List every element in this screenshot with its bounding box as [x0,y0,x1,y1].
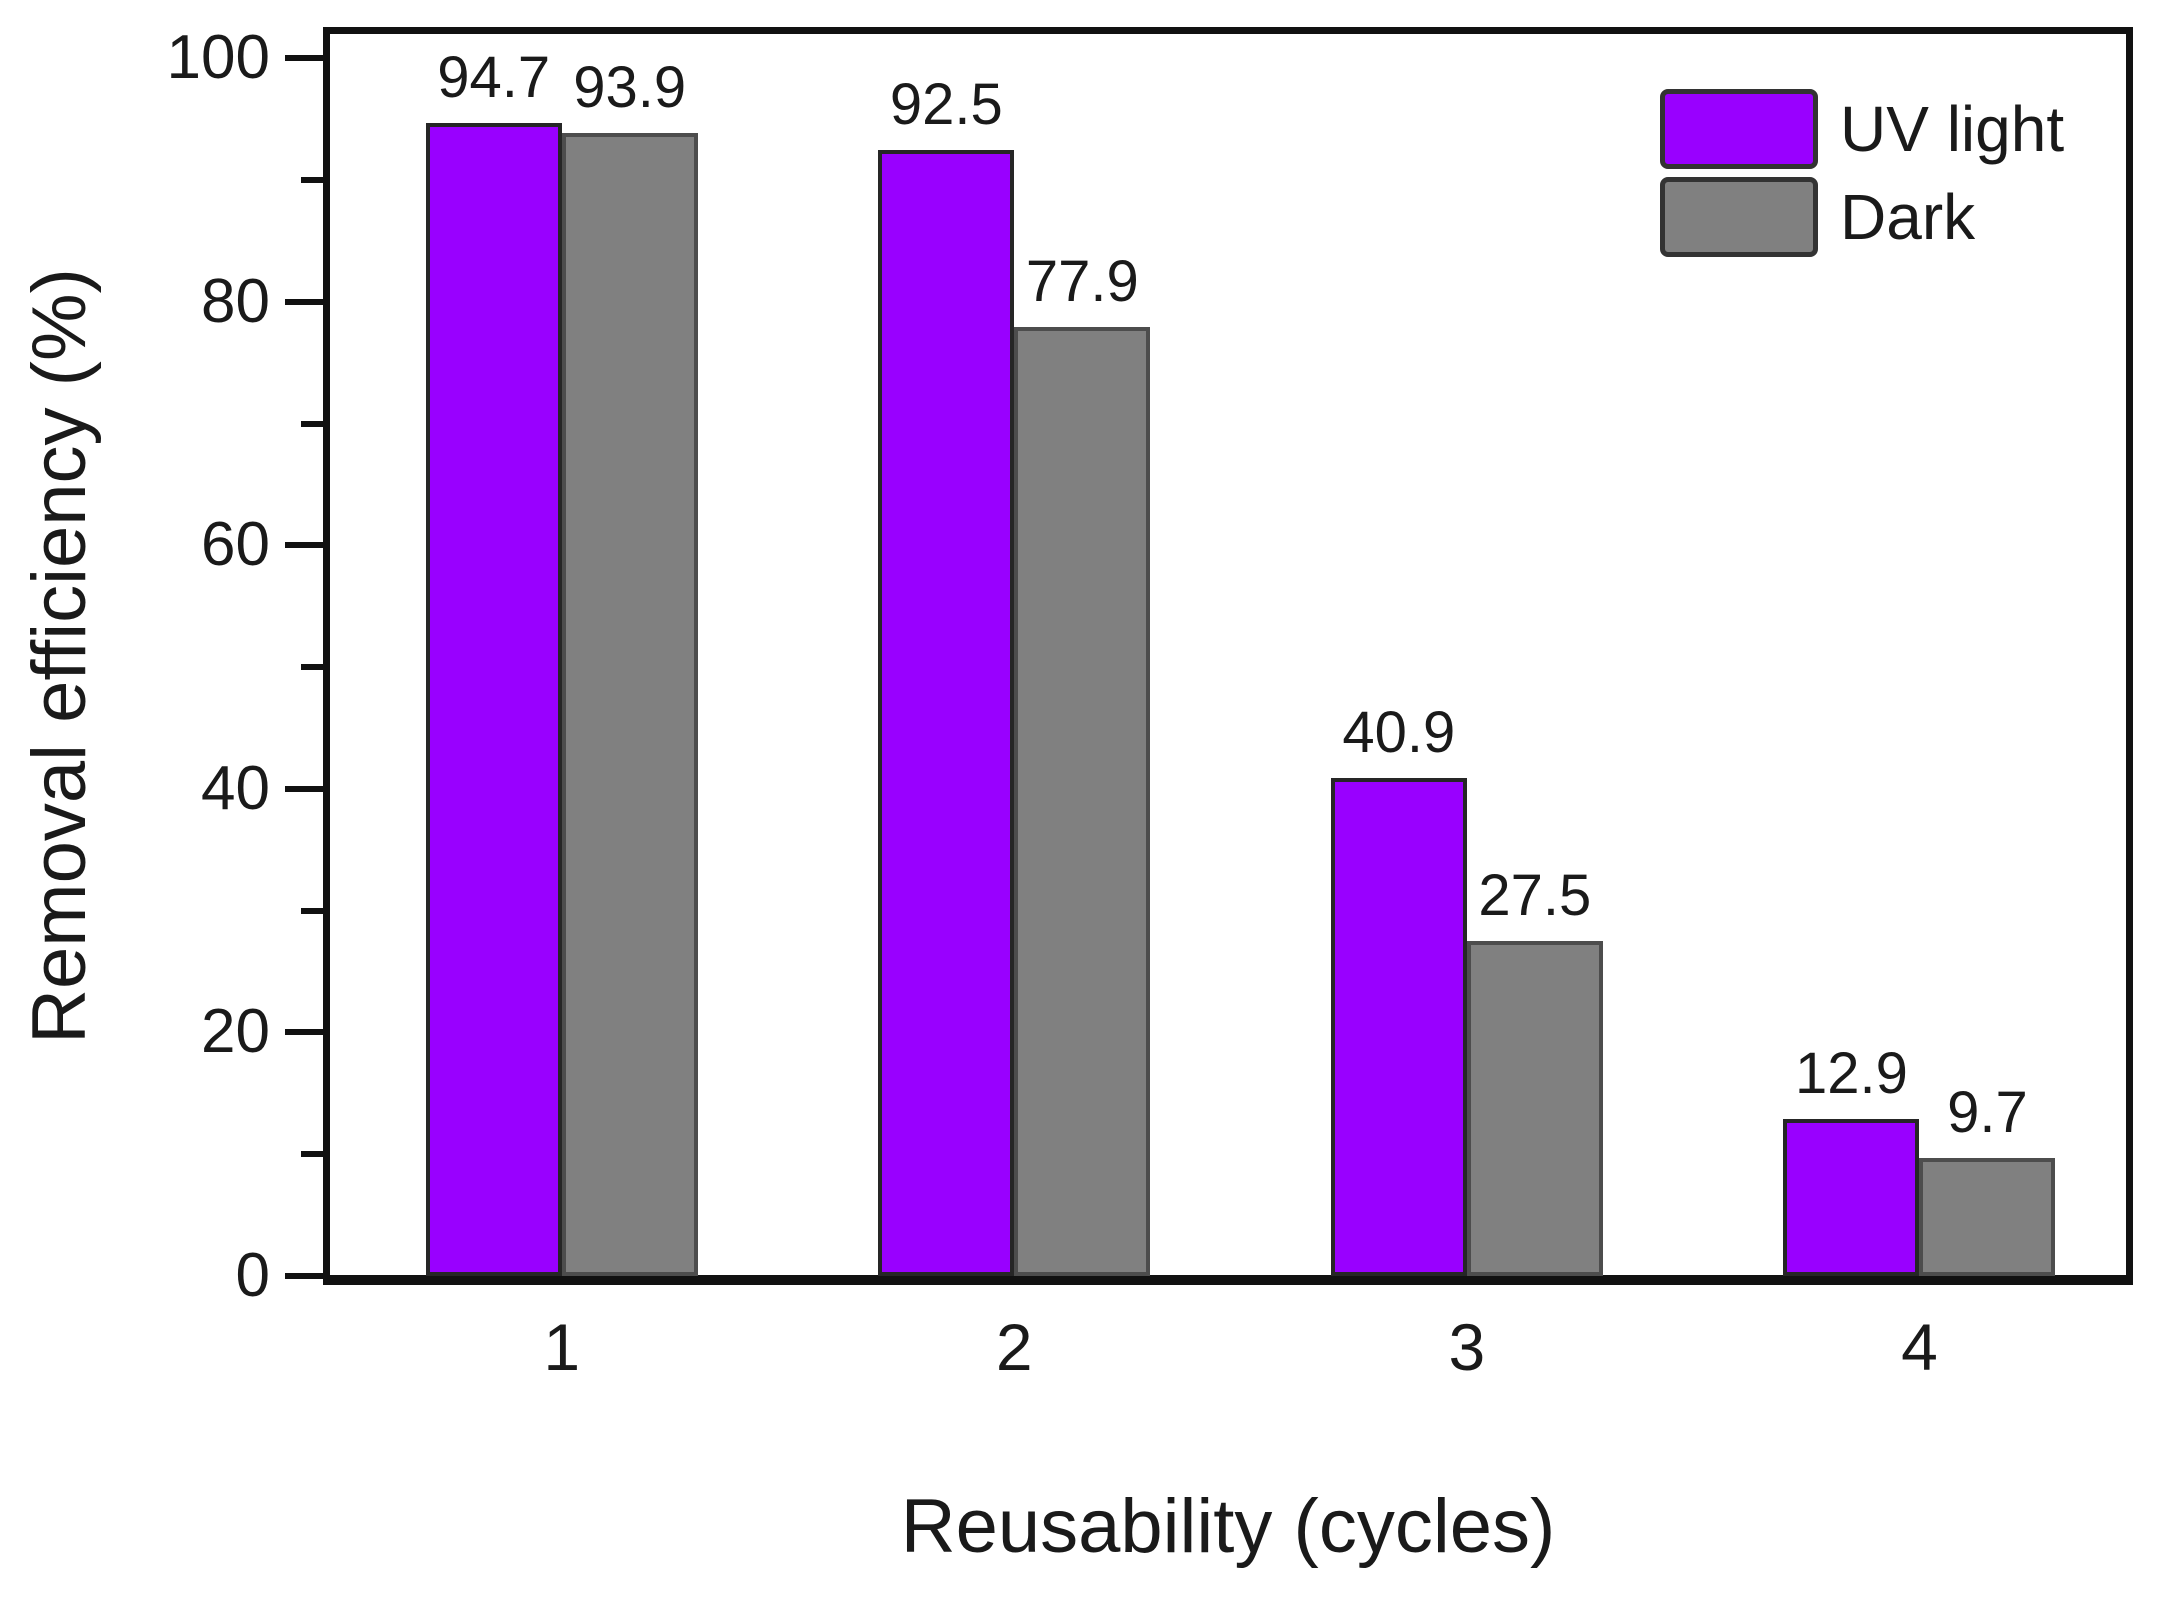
legend-label-dark: Dark [1840,181,1976,253]
legend-swatch-dark [1660,177,1818,257]
y-tick-minor [301,907,323,914]
bar-dark-cycle-3 [1466,941,1603,1276]
legend-row-dark: Dark [1660,173,2064,261]
x-tick-label-4: 4 [1901,1310,1938,1384]
value-label-dark-cycle-2: 77.9 [1025,249,1139,315]
bar-uv-light-cycle-1 [425,122,562,1276]
y-tick-major [285,298,323,305]
x-tick-label-1: 1 [543,1310,581,1384]
y-tick-major [285,542,323,549]
value-label-uv-light-cycle-4: 12.9 [1795,1040,1908,1106]
y-axis-title: Removal efficiency (%) [17,268,102,1044]
y-tick-label: 60 [201,510,270,580]
y-tick-minor [301,664,323,671]
y-tick-label: 40 [201,753,270,823]
value-label-uv-light-cycle-2: 92.5 [889,71,1003,137]
y-tick-label: 100 [166,23,270,93]
y-tick-major [285,55,323,62]
value-label-uv-light-cycle-3: 40.9 [1342,699,1456,765]
legend: UV light Dark [1660,85,2064,261]
bar-dark-cycle-1 [561,132,698,1276]
y-tick-minor [301,1151,323,1158]
legend-swatch-uv-light [1660,89,1818,169]
x-tick-label-2: 2 [995,1310,1033,1384]
value-label-dark-cycle-3: 27.5 [1478,863,1592,929]
bar-uv-light-cycle-3 [1330,777,1467,1276]
legend-row-uv-light: UV light [1660,85,2064,173]
y-tick-minor [301,420,323,427]
y-tick-major [285,1273,323,1279]
value-label-uv-light-cycle-1: 94.7 [437,44,551,110]
bar-dark-cycle-2 [1014,327,1151,1276]
x-tick-label-3: 3 [1448,1310,1486,1384]
x-axis-title: Reusability (cycles) [900,1484,1556,1569]
y-tick-label: 80 [201,266,270,336]
y-tick-minor [301,177,323,184]
y-tick-major [285,785,323,792]
y-tick-major [285,1029,323,1036]
value-label-dark-cycle-1: 93.9 [573,54,687,120]
bar-uv-light-cycle-2 [878,149,1015,1276]
value-label-dark-cycle-4: 9.7 [1947,1079,2028,1145]
bar-uv-light-cycle-4 [1783,1118,1920,1276]
y-tick-label: 20 [201,997,270,1067]
bar-dark-cycle-4 [1919,1157,2056,1276]
legend-label-uv-light: UV light [1840,93,2065,165]
y-tick-label: 0 [235,1241,270,1310]
